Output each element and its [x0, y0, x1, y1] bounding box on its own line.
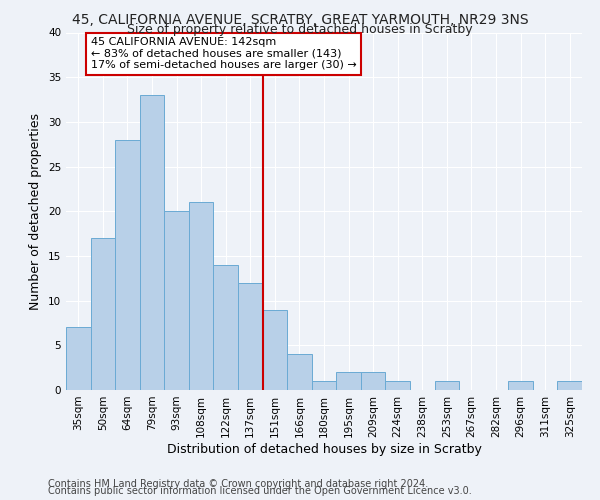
Bar	[189, 202, 214, 390]
Text: Size of property relative to detached houses in Scratby: Size of property relative to detached ho…	[127, 24, 473, 36]
Text: Contains public sector information licensed under the Open Government Licence v3: Contains public sector information licen…	[48, 486, 472, 496]
Bar	[508, 381, 533, 390]
Bar	[434, 381, 459, 390]
Bar	[66, 328, 91, 390]
X-axis label: Distribution of detached houses by size in Scratby: Distribution of detached houses by size …	[167, 442, 481, 456]
Bar	[336, 372, 361, 390]
Text: 45 CALIFORNIA AVENUE: 142sqm
← 83% of detached houses are smaller (143)
17% of s: 45 CALIFORNIA AVENUE: 142sqm ← 83% of de…	[91, 37, 356, 70]
Bar	[385, 381, 410, 390]
Bar	[287, 354, 312, 390]
Bar	[115, 140, 140, 390]
Text: 45, CALIFORNIA AVENUE, SCRATBY, GREAT YARMOUTH, NR29 3NS: 45, CALIFORNIA AVENUE, SCRATBY, GREAT YA…	[71, 12, 529, 26]
Bar	[140, 95, 164, 390]
Bar	[91, 238, 115, 390]
Bar	[214, 265, 238, 390]
Bar	[557, 381, 582, 390]
Bar	[238, 283, 263, 390]
Bar	[361, 372, 385, 390]
Bar	[263, 310, 287, 390]
Y-axis label: Number of detached properties: Number of detached properties	[29, 113, 43, 310]
Text: Contains HM Land Registry data © Crown copyright and database right 2024.: Contains HM Land Registry data © Crown c…	[48, 479, 428, 489]
Bar	[164, 211, 189, 390]
Bar	[312, 381, 336, 390]
